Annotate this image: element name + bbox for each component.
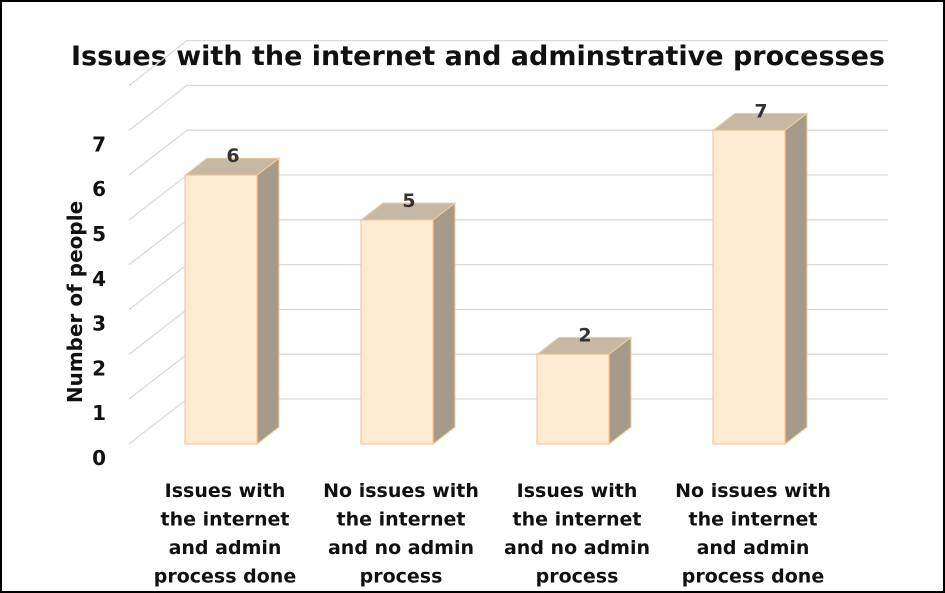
y-tick-label: 3	[92, 312, 106, 336]
chart-title: Issues with the internet and adminstrati…	[71, 41, 885, 72]
bar-side-face	[784, 112, 808, 446]
y-tick-label: 0	[92, 446, 106, 470]
x-axis-categories: Issues with the internet and admin process …	[154, 480, 831, 588]
data-label: 5	[402, 190, 415, 212]
y-tick-label: 6	[92, 177, 106, 201]
data-label: 6	[226, 145, 239, 167]
x-category-label: Issues with the internet and admin process …	[154, 480, 296, 588]
data-label: 7	[754, 100, 767, 122]
bar-front-face	[712, 129, 786, 445]
bar-side-face	[608, 336, 632, 446]
y-tick-label: 5	[92, 222, 106, 246]
bar-side-face	[256, 157, 280, 446]
bars: 6 5 2 7	[183, 100, 809, 446]
x-category-label: No issues with the internet and no admin pr…	[323, 480, 479, 588]
y-tick-label: 4	[92, 267, 106, 291]
bar-front-face	[184, 174, 258, 445]
y-tick-label: 2	[92, 356, 106, 380]
x-category-label: No issues with the internet and admin proce…	[675, 480, 831, 588]
data-label: 2	[578, 324, 591, 346]
gridline	[128, 39, 888, 87]
y-tick-label: 1	[92, 401, 106, 425]
gridline	[128, 129, 888, 176]
bar-side-face	[432, 201, 456, 446]
y-tick-label: 7	[92, 132, 106, 156]
bar: 5	[359, 190, 457, 446]
x-category-label: Issues with the internet and no admin proce…	[504, 480, 650, 588]
y-axis-label: Number of people	[63, 201, 87, 403]
bar: 7	[711, 100, 809, 446]
bar-front-face	[360, 219, 434, 445]
bar: 6	[183, 145, 281, 446]
gridline	[128, 84, 888, 131]
bar-front-face	[536, 353, 610, 445]
y-axis-ticks: 0 1 2 3 4 5 6 7	[92, 132, 106, 470]
bar: 2	[535, 324, 633, 446]
